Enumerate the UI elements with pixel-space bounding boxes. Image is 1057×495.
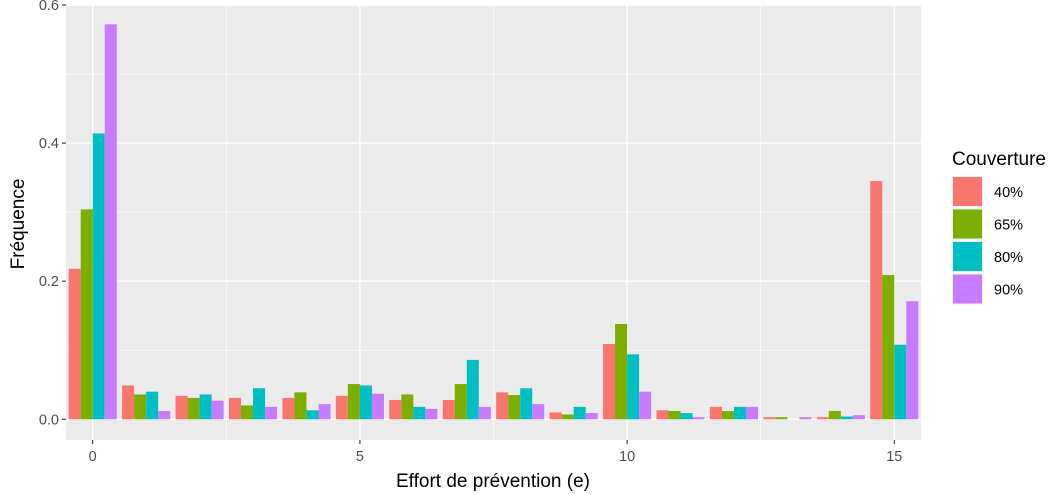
bar-80pct-e7 <box>466 359 479 420</box>
bar-65pct-e2 <box>187 397 200 420</box>
legend-label: 65% <box>994 218 1023 234</box>
bar-80pct-e10 <box>627 354 640 420</box>
bar-40pct-e6 <box>389 399 402 420</box>
bar-90pct-e15 <box>906 301 919 420</box>
y-axis-label: Fréquence <box>8 179 29 270</box>
bar-90pct-e12 <box>745 406 759 420</box>
bar-40pct-e12 <box>709 406 722 420</box>
bar-65pct-e4 <box>294 392 307 420</box>
bar-80pct-e14 <box>840 416 853 420</box>
bar-65pct-e12 <box>721 411 734 420</box>
bar-40pct-e0 <box>68 268 81 420</box>
bar-65pct-e15 <box>882 274 895 420</box>
bar-90pct-e2 <box>211 400 224 420</box>
legend-swatch <box>953 209 982 239</box>
bar-90pct-e10 <box>639 391 652 420</box>
bar-80pct-e8 <box>520 388 533 420</box>
bar-65pct-e11 <box>668 411 681 420</box>
bar-40pct-e2 <box>175 395 188 420</box>
bar-80pct-e11 <box>680 413 693 420</box>
bar-65pct-e3 <box>241 405 254 420</box>
legend: Couverture 40% 65% 80% 90% <box>952 149 1046 305</box>
bar-40pct-e4 <box>282 397 295 420</box>
bar-80pct-e2 <box>199 394 212 420</box>
bar-40pct-e8 <box>496 392 509 420</box>
y-tick-label: 0.4 <box>39 136 59 152</box>
bar-65pct-e8 <box>508 395 521 420</box>
bar-90pct-e14 <box>852 415 865 420</box>
bar-40pct-e15 <box>870 181 883 420</box>
legend-swatch <box>953 274 982 304</box>
bar-90pct-e1 <box>158 411 171 420</box>
bar-80pct-e0 <box>92 133 105 420</box>
x-tick-label: 10 <box>619 449 635 465</box>
bar-90pct-e4 <box>318 404 331 420</box>
bar-80pct-e6 <box>413 406 426 420</box>
bar-80pct-e3 <box>253 388 266 420</box>
legend-label: 40% <box>994 185 1023 201</box>
bar-80pct-e15 <box>894 344 907 420</box>
bar-40pct-e1 <box>122 385 135 420</box>
bar-90pct-e9 <box>585 413 598 420</box>
legend-title: Couverture <box>952 149 1046 170</box>
bar-80pct-e12 <box>733 406 746 420</box>
x-tick-label: 5 <box>356 449 364 465</box>
bar-65pct-e1 <box>134 394 147 420</box>
bars-group <box>68 24 919 420</box>
bar-65pct-e9 <box>561 414 574 420</box>
x-axis: 0 5 10 15 <box>89 440 902 465</box>
bar-90pct-e5 <box>371 393 384 420</box>
bar-90pct-e3 <box>265 406 278 420</box>
bar-40pct-e14 <box>816 417 829 420</box>
x-tick-label: 0 <box>89 449 97 465</box>
bar-65pct-e7 <box>454 384 467 420</box>
bar-40pct-e3 <box>228 397 242 420</box>
bar-40pct-e9 <box>549 412 562 420</box>
bar-40pct-e11 <box>656 410 669 420</box>
bar-40pct-e13 <box>763 417 776 420</box>
y-tick-label: 0.0 <box>39 412 59 428</box>
legend-items: 40% 65% 80% 90% <box>952 176 1023 305</box>
y-tick-label: 0.2 <box>39 274 59 290</box>
bar-40pct-e10 <box>603 344 616 420</box>
bar-65pct-e14 <box>828 411 841 420</box>
bar-65pct-e6 <box>401 394 414 420</box>
x-tick-label: 15 <box>886 449 902 465</box>
minor-gridlines <box>66 5 921 440</box>
bar-65pct-e0 <box>80 209 93 420</box>
legend-swatch <box>953 177 982 206</box>
bar-40pct-e5 <box>335 395 348 420</box>
x-axis-label: Effort de prévention (e) <box>396 471 590 492</box>
bar-65pct-e5 <box>347 384 360 420</box>
y-tick-label: 0.6 <box>39 0 59 14</box>
y-axis: 0.0 0.2 0.4 0.6 <box>39 0 66 428</box>
bar-90pct-e7 <box>478 406 491 420</box>
bar-90pct-e6 <box>425 408 438 420</box>
legend-label: 90% <box>994 283 1023 299</box>
bar-65pct-e13 <box>775 417 788 420</box>
bar-65pct-e10 <box>615 324 628 420</box>
bar-90pct-e8 <box>532 404 545 420</box>
bar-80pct-e1 <box>146 391 159 420</box>
legend-swatch <box>953 242 982 271</box>
bar-90pct-e11 <box>692 417 705 420</box>
bar-80pct-e5 <box>359 385 372 420</box>
bar-80pct-e9 <box>573 406 586 420</box>
bar-90pct-e0 <box>104 24 117 420</box>
bar-40pct-e7 <box>442 399 455 420</box>
bar-80pct-e4 <box>306 410 319 420</box>
bar-90pct-e13 <box>799 417 812 420</box>
legend-label: 80% <box>994 250 1023 266</box>
